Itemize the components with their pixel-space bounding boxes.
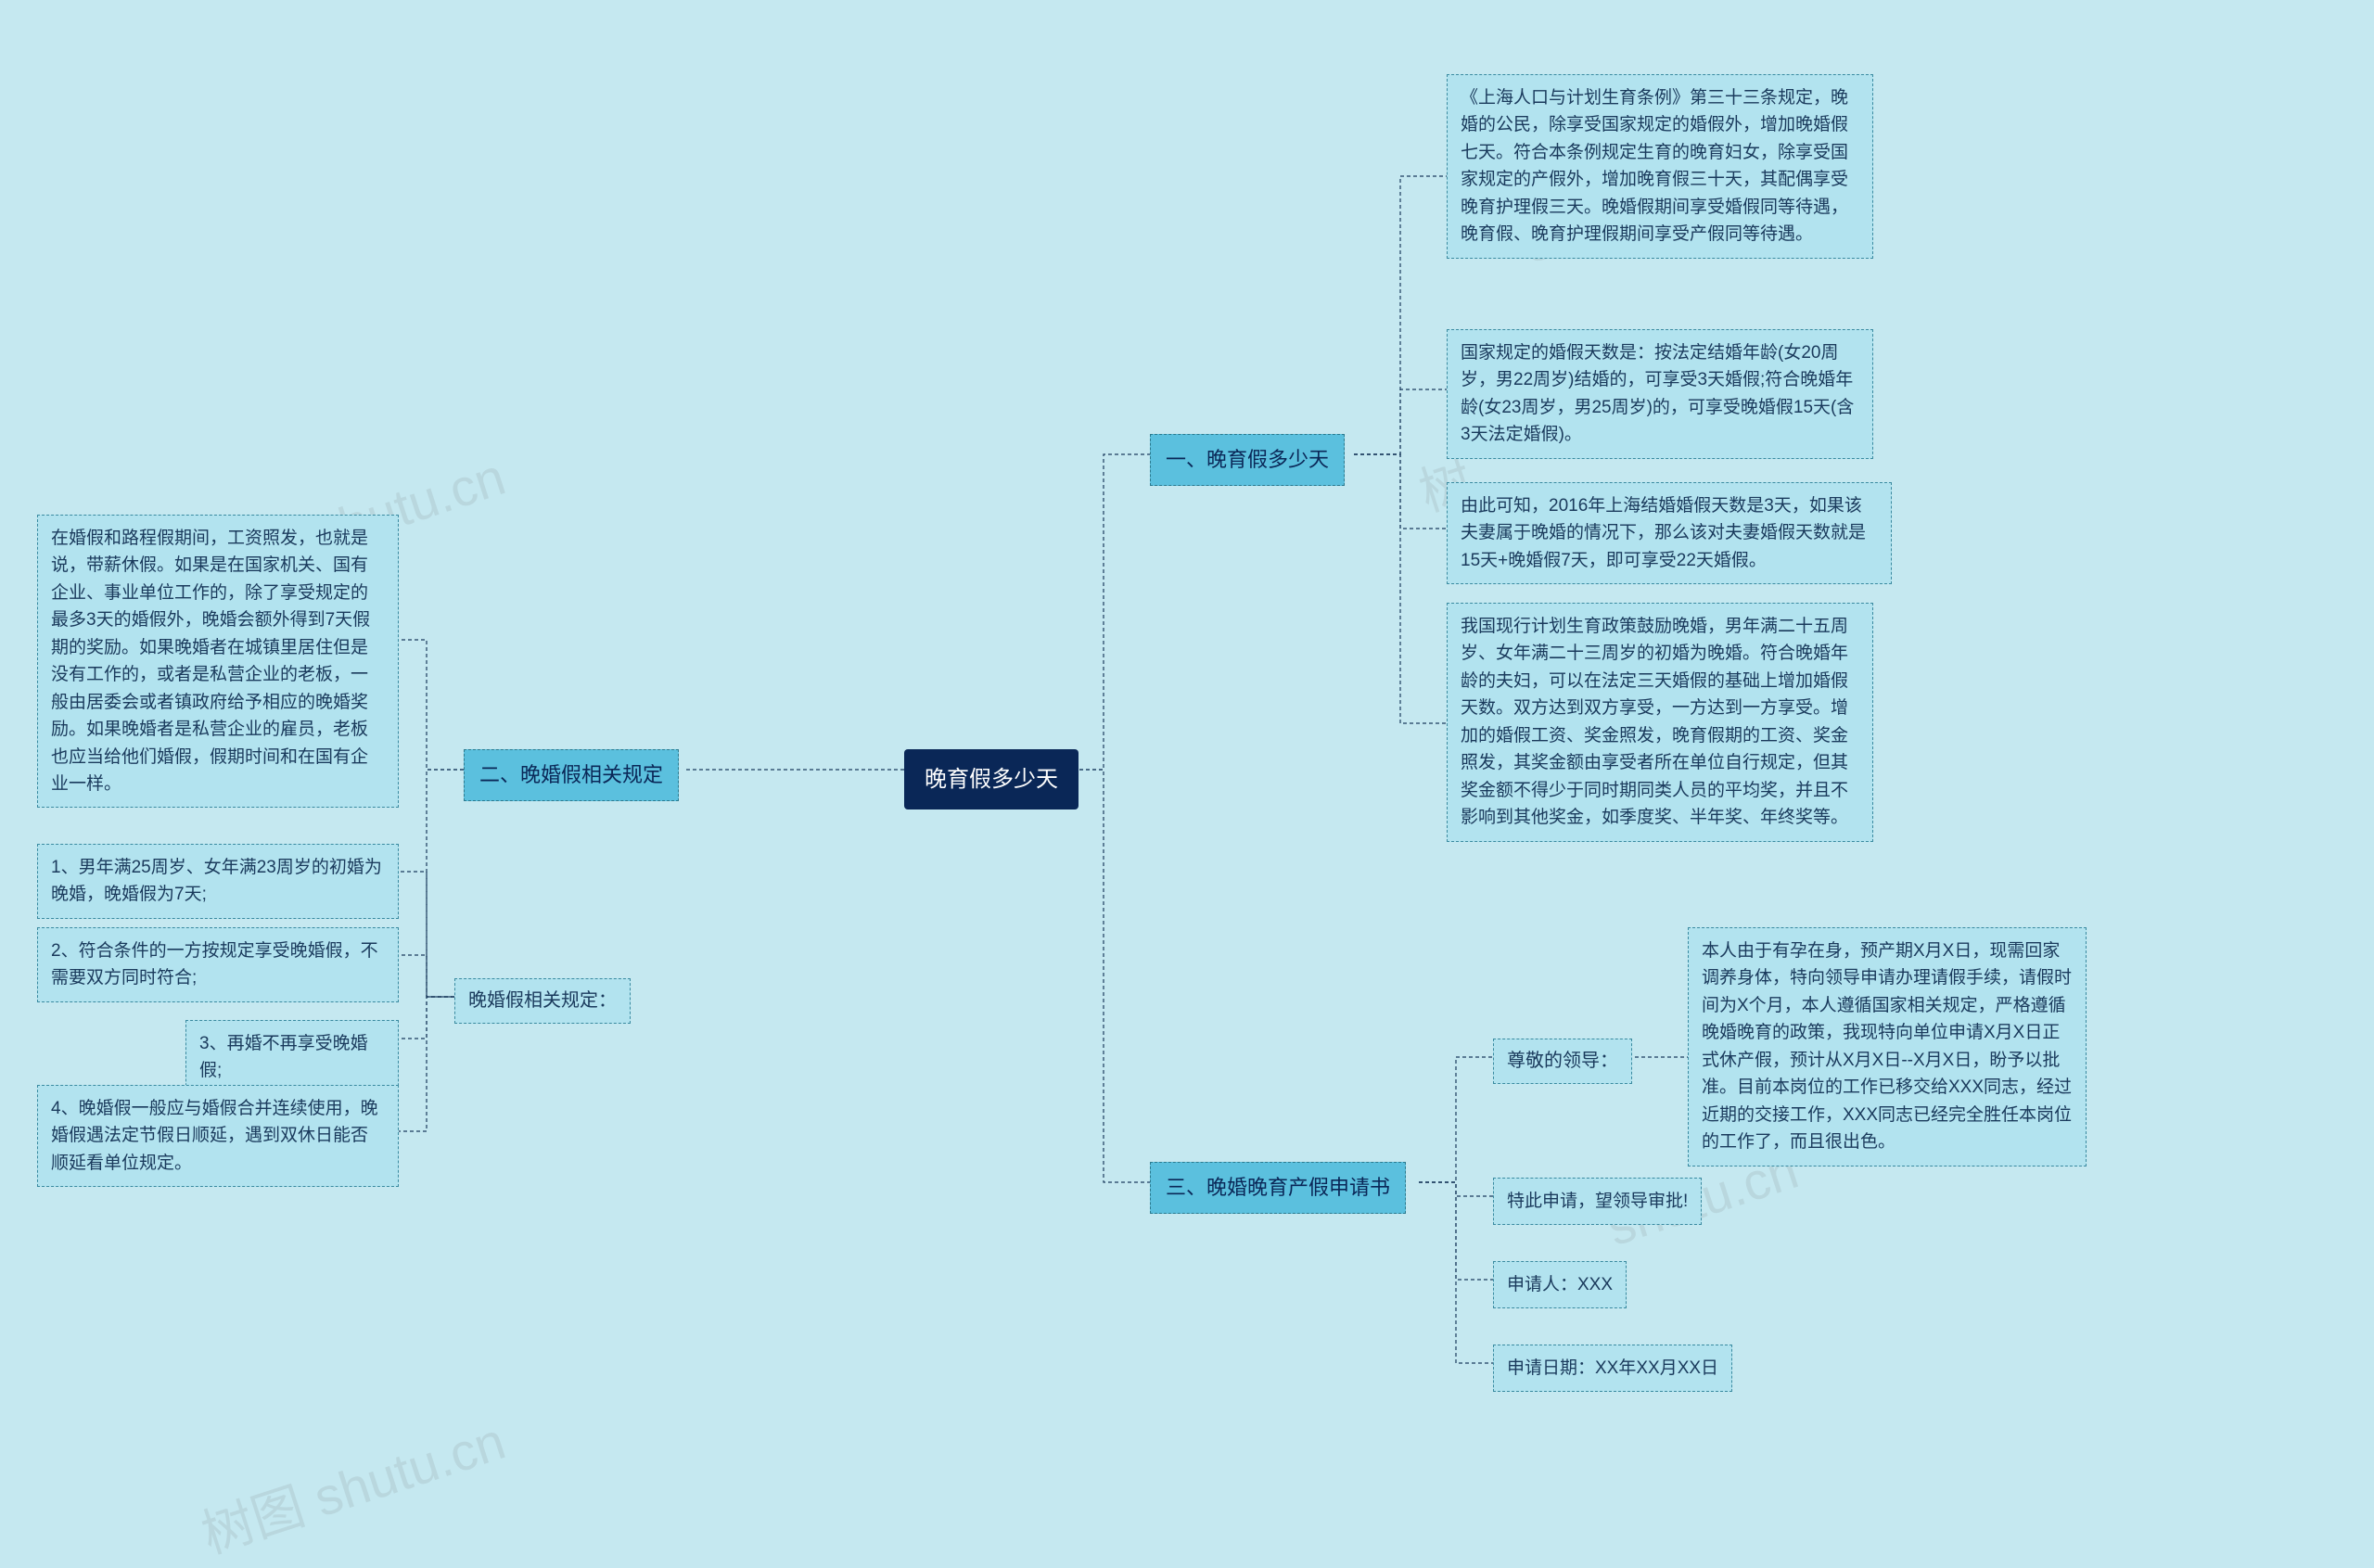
branch3-line-2: 申请日期：XX年XX月XX日 <box>1493 1345 1732 1392</box>
branch-2: 二、晚婚假相关规定 <box>464 749 679 801</box>
branch1-item-2: 由此可知，2016年上海结婚婚假天数是3天，如果该夫妻属于晚婚的情况下，那么该对… <box>1447 482 1892 584</box>
branch3-greeting-label: 尊敬的领导： <box>1493 1039 1632 1084</box>
root-node: 晚育假多少天 <box>904 749 1079 809</box>
branch2-sublabel: 晚婚假相关规定： <box>454 978 631 1024</box>
branch2-rule-0: 1、男年满25周岁、女年满23周岁的初婚为晚婚，晚婚假为7天; <box>37 844 399 919</box>
branch-3: 三、晚婚晚育产假申请书 <box>1150 1162 1406 1214</box>
branch3-greeting-body: 本人由于有孕在身，预产期X月X日，现需回家调养身体，特向领导申请办理请假手续，请… <box>1688 927 2087 1166</box>
branch3-line-1: 申请人：XXX <box>1493 1261 1627 1308</box>
branch1-item-3: 我国现行计划生育政策鼓励晚婚，男年满二十五周岁、女年满二十三周岁的初婚为晚婚。符… <box>1447 603 1873 842</box>
branch2-rule-2: 3、再婚不再享受晚婚假; <box>185 1020 399 1095</box>
branch2-rule-1: 2、符合条件的一方按规定享受晚婚假，不需要双方同时符合; <box>37 927 399 1002</box>
branch2-rule-3: 4、晚婚假一般应与婚假合并连续使用，晚婚假遇法定节假日顺延，遇到双休日能否顺延看… <box>37 1085 399 1187</box>
branch3-line-0: 特此申请，望领导审批! <box>1493 1178 1702 1225</box>
branch1-item-0: 《上海人口与计划生育条例》第三十三条规定，晚婚的公民，除享受国家规定的婚假外，增… <box>1447 74 1873 259</box>
branch-1: 一、晚育假多少天 <box>1150 434 1345 486</box>
branch2-intro: 在婚假和路程假期间，工资照发，也就是说，带薪休假。如果是在国家机关、国有企业、事… <box>37 515 399 808</box>
branch1-item-1: 国家规定的婚假天数是：按法定结婚年龄(女20周岁，男22周岁)结婚的，可享受3天… <box>1447 329 1873 459</box>
watermark: 树图 shutu.cn <box>191 1400 514 1568</box>
